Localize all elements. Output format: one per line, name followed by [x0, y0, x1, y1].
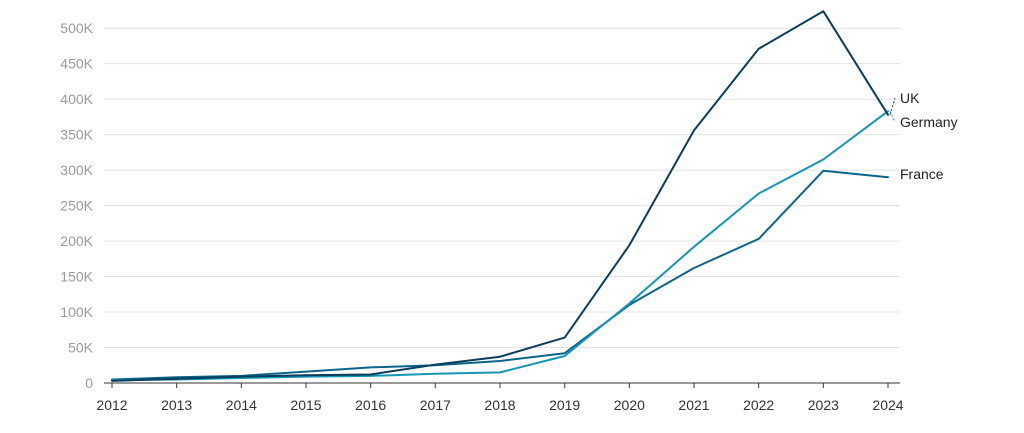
- label-leader-germany: [889, 111, 896, 123]
- series-label-germany: Germany: [900, 114, 958, 130]
- x-tick-label: 2012: [96, 397, 127, 413]
- grid-layer: [104, 27, 900, 384]
- y-tick-label: 450K: [60, 56, 93, 72]
- x-tick-label: 2013: [161, 397, 192, 413]
- series-layer: [111, 10, 889, 382]
- y-tick-label: 50K: [68, 340, 94, 356]
- y-tick-label: 100K: [60, 304, 93, 320]
- y-tick-label: 0: [85, 375, 93, 391]
- x-tick-label: 2019: [549, 397, 580, 413]
- x-axis-ticks: 2012 2013 2014 2015 2016 2017 2018 2019 2020 2021…: [96, 383, 904, 413]
- x-tick-label: 2017: [420, 397, 451, 413]
- y-tick-label: 400K: [60, 91, 93, 107]
- x-tick-label: 2024: [872, 397, 903, 413]
- series-label-uk: UK: [900, 90, 920, 106]
- x-tick-label: 2014: [226, 397, 257, 413]
- y-tick-label: 200K: [60, 233, 93, 249]
- label-leader-uk: [889, 97, 896, 115]
- y-axis-ticks: 0 50K 100K 150K 200K 250K 300K 350K 400K 450K 500K: [60, 20, 93, 391]
- y-tick-label: 150K: [60, 269, 93, 285]
- x-tick-label: 2016: [355, 397, 386, 413]
- series-line-germany: [111, 110, 889, 382]
- series-label-france: France: [900, 166, 944, 182]
- x-tick-label: 2023: [808, 397, 839, 413]
- x-tick-label: 2022: [743, 397, 774, 413]
- x-tick-label: 2015: [290, 397, 321, 413]
- series-line-france: [111, 169, 889, 381]
- x-tick-label: 2021: [678, 397, 709, 413]
- y-tick-label: 300K: [60, 162, 93, 178]
- x-tick-label: 2018: [484, 397, 515, 413]
- series-line-uk: [111, 10, 889, 382]
- series-labels: UK Germany France: [889, 90, 958, 182]
- y-tick-label: 350K: [60, 127, 93, 143]
- y-tick-label: 250K: [60, 198, 93, 214]
- x-tick-label: 2020: [614, 397, 645, 413]
- y-tick-label: 500K: [60, 20, 93, 36]
